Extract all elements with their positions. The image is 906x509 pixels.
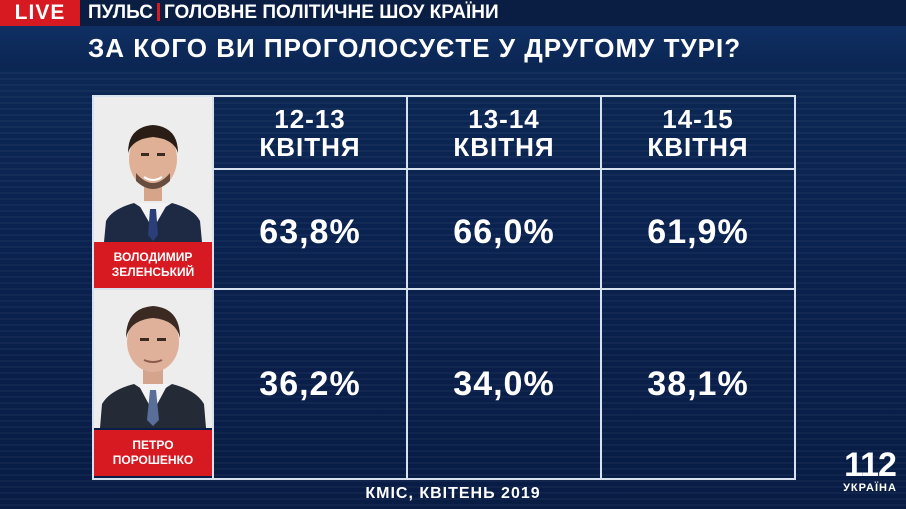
header-month: КВІТНЯ — [453, 132, 555, 162]
channel-logo: 112 УКРАЇНА — [838, 448, 902, 494]
show-name: ПУЛЬС — [88, 2, 153, 23]
grid-line — [92, 95, 94, 480]
top-bar: LIVE ПУЛЬС ГОЛОВНЕ ПОЛІТИЧНЕ ШОУ КРАЇНИ — [0, 0, 906, 26]
header-dates: 13-14 — [468, 104, 540, 134]
candidate-last-name: ЗЕЛЕНСЬКИЙ — [111, 265, 195, 279]
candidate-photo-poroshenko — [94, 290, 212, 428]
results-table: 12-13 КВІТНЯ 13-14 КВІТНЯ 14-15 КВІТНЯ В… — [92, 95, 796, 480]
candidate-first-name: ПЕТРО — [132, 438, 174, 452]
channel-country: УКРАЇНА — [843, 482, 897, 494]
grid-line — [212, 95, 214, 480]
candidate-photo-zelensky — [94, 97, 212, 242]
source-caption: КМІС, КВІТЕНЬ 2019 — [365, 485, 541, 502]
result-value: 38,1% — [647, 365, 749, 403]
column-header-3: 14-15 КВІТНЯ — [601, 105, 795, 161]
result-value: 63,8% — [259, 213, 361, 251]
poll-question: ЗА КОГО ВИ ПРОГОЛОСУЄТЕ У ДРУГОМУ ТУРІ? — [88, 33, 742, 63]
result-value: 34,0% — [453, 365, 555, 403]
result-value: 61,9% — [647, 213, 749, 251]
header-dates: 12-13 — [274, 104, 346, 134]
candidate-first-name: ВОЛОДИМИР — [113, 250, 193, 264]
show-separator — [157, 3, 160, 21]
result-value: 36,2% — [259, 365, 361, 403]
column-header-2: 13-14 КВІТНЯ — [407, 105, 601, 161]
candidate-name-badge: ПЕТРО ПОРОШЕНКО — [94, 430, 212, 476]
header-dates: 14-15 — [662, 104, 734, 134]
grid-line — [92, 95, 796, 97]
result-value: 66,0% — [453, 213, 555, 251]
grid-line — [92, 478, 796, 480]
header-month: КВІТНЯ — [647, 132, 749, 162]
live-badge: LIVE — [0, 0, 80, 26]
grid-line — [92, 168, 796, 170]
grid-line — [92, 288, 796, 290]
grid-line — [406, 95, 408, 480]
show-tagline: ГОЛОВНЕ ПОЛІТИЧНЕ ШОУ КРАЇНИ — [164, 2, 499, 23]
grid-line — [600, 95, 602, 480]
candidate-last-name: ПОРОШЕНКО — [112, 453, 194, 467]
column-header-1: 12-13 КВІТНЯ — [213, 105, 407, 161]
title-bar — [0, 26, 906, 70]
candidate-name-badge: ВОЛОДИМИР ЗЕЛЕНСЬКИЙ — [94, 242, 212, 288]
grid-line — [794, 95, 796, 480]
show-title: ПУЛЬС ГОЛОВНЕ ПОЛІТИЧНЕ ШОУ КРАЇНИ — [88, 0, 499, 26]
header-month: КВІТНЯ — [259, 132, 361, 162]
channel-number: 112 — [844, 446, 897, 484]
